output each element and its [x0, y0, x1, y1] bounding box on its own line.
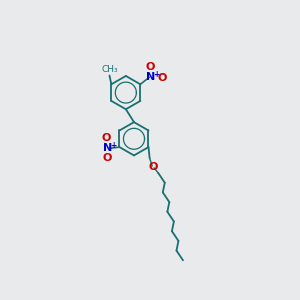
Text: O: O [148, 162, 158, 172]
Text: O: O [101, 133, 111, 143]
Text: O: O [102, 153, 111, 163]
Text: CH₃: CH₃ [101, 65, 118, 74]
Text: ⁻: ⁻ [160, 72, 166, 82]
Text: N: N [146, 72, 155, 82]
Text: +: + [153, 70, 160, 79]
Text: N: N [103, 143, 112, 153]
Text: O: O [146, 62, 155, 72]
Text: +: + [110, 140, 117, 149]
Text: O: O [157, 73, 167, 83]
